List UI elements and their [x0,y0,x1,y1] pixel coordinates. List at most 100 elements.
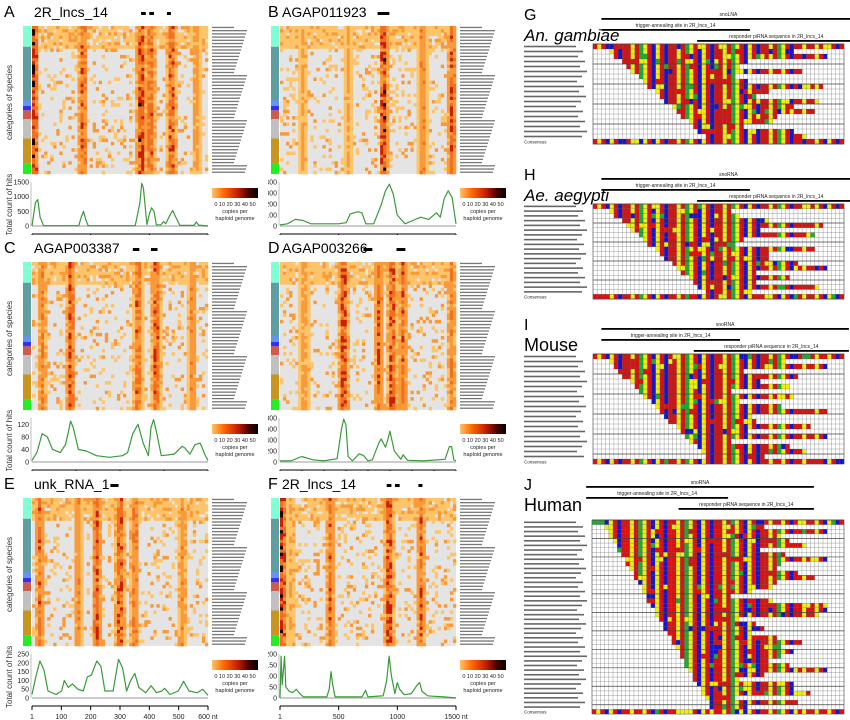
heatmap-cell [132,167,136,172]
heatmap-cell [304,93,308,98]
heatmap-cell [126,42,130,46]
heatmap-cell [150,377,154,382]
heatmap-cell [401,307,405,311]
heatmap-cell [392,265,396,269]
heatmap-cell [65,268,69,272]
heatmap-cell [449,297,454,301]
heatmap-cell [377,29,381,33]
heatmap-cell [443,29,448,33]
heatmap-cell [53,122,57,127]
heatmap-cell [147,51,151,56]
heatmap-cell [41,348,45,353]
heatmap-cell [286,103,290,107]
heatmap-cell [71,348,75,353]
heatmap-cell [83,368,87,372]
heatmap-cell [349,48,354,53]
heatmap-cell [368,274,372,279]
species-label [460,78,494,80]
heatmap-cell [147,35,151,40]
heatmap-cell [383,38,387,43]
heatmap-cell [301,303,305,308]
heatmap-cell [195,80,200,85]
heatmap-cell [77,170,81,175]
heatmap-cell [419,141,423,146]
heatmap-cell [83,90,87,94]
heatmap-cell [35,157,39,162]
heatmap-cell [298,170,302,175]
colorbar-ticks: 0 10 20 30 40 50 [214,202,255,208]
heatmap-cell [41,406,45,411]
heatmap-cell [38,271,42,276]
heatmap-cell [428,45,433,49]
heatmap-cell [71,278,75,282]
heatmap-cell [395,274,399,279]
heatmap-cell [286,26,290,30]
heatmap-cell [310,290,314,295]
heatmap-cell [50,87,54,91]
heatmap-cell [392,128,396,133]
heatmap-cell [340,316,345,321]
heatmap-cell [144,141,148,146]
heatmap-cell [162,397,166,401]
heatmap-cell [32,154,36,159]
heatmap-cell [135,64,139,69]
heatmap-cell [386,319,390,324]
heatmap-cell [377,265,381,269]
heatmap-cell [180,290,185,295]
heatmap-cell [419,132,423,136]
heatmap-cell [32,119,36,123]
heatmap-cell [92,29,97,33]
heatmap-cell [352,29,357,33]
heatmap-cell [404,284,408,289]
heatmap-cell [83,154,87,159]
heatmap-cell [153,342,157,346]
heatmap-cell [298,154,302,159]
heatmap-cell [168,96,172,101]
heatmap-cell [141,390,145,395]
heatmap-cell [138,307,142,311]
heatmap-cell [153,371,157,375]
heatmap-cell [56,26,60,30]
heatmap-cell [298,54,302,59]
heatmap-cell [377,80,381,85]
heatmap-cell [65,281,69,285]
heatmap-cell [383,278,387,282]
heatmap-cell [65,355,69,359]
heatmap-cell [41,355,45,359]
heatmap-cell [283,278,287,282]
heatmap-cell [65,74,69,78]
heatmap-cell [295,42,299,46]
heatmap-cell [65,374,69,379]
heatmap-cell [44,403,48,408]
heatmap-cell [174,128,178,133]
heatmap-cell [41,371,45,375]
heatmap-cell [316,268,320,272]
heatmap-cell [416,26,420,30]
heatmap-cell [150,128,154,133]
heatmap-cell [144,93,148,98]
heatmap-cell [144,278,148,282]
heatmap-cell [377,300,381,305]
heatmap-cell [437,271,442,276]
heatmap-cell [386,170,390,175]
heatmap-cell [77,58,81,62]
heatmap-cell [395,42,399,46]
heatmap-cell [334,161,338,165]
heatmap-cell [110,290,115,295]
heatmap-cell [446,122,451,127]
heatmap-cell [449,32,454,36]
heatmap-cell [380,112,384,117]
heatmap-cell [186,83,191,88]
species-label [212,333,240,335]
species-label [212,323,243,326]
heatmap-cell [41,297,45,301]
heatmap-cell [352,141,357,146]
category-band [23,399,31,410]
heatmap-cell [162,77,166,81]
heatmap-cell [165,93,169,98]
heatmap-cell [195,90,200,94]
heatmap-cell [398,262,402,266]
heatmap-cell [174,151,178,155]
heatmap-cell [389,164,393,168]
